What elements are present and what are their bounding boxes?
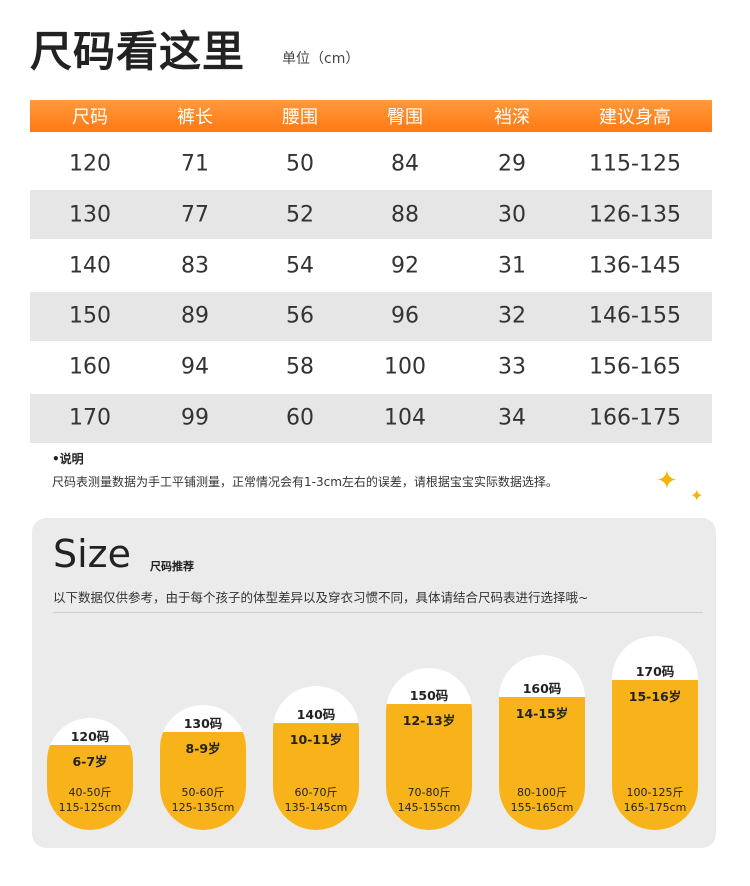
weight-label: 40-50斤: [68, 786, 112, 799]
table-cell: 96: [391, 303, 419, 329]
column-header: 裆深: [494, 107, 530, 128]
recommend-description: 以下数据仅供参考，由于每个孩子的体型差异以及穿衣习惯不同，具体请结合尺码表进行选…: [53, 590, 589, 605]
table-cell: 34: [498, 405, 526, 431]
divider: [53, 612, 703, 613]
table-cell: 99: [181, 405, 209, 431]
table-cell: 56: [286, 303, 314, 329]
age-label: 6-7岁: [72, 754, 108, 769]
column-header: 裤长: [177, 107, 213, 128]
table-cell: 150: [69, 303, 111, 329]
height-label: 135-145cm: [284, 801, 348, 814]
table-cell: 160: [69, 354, 111, 380]
note-title: •说明: [52, 452, 84, 466]
height-label: 125-135cm: [171, 801, 235, 814]
row-band: [30, 393, 712, 443]
table-cell: 52: [286, 202, 314, 228]
table-cell: 104: [384, 405, 426, 431]
table-cell: 94: [181, 354, 209, 380]
capsule-fill: [386, 704, 472, 830]
table-cell: 120: [69, 151, 111, 177]
table-cell: 60: [286, 405, 314, 431]
table-cell: 54: [286, 253, 314, 279]
table-cell: 89: [181, 303, 209, 329]
table-cell: 84: [391, 151, 419, 177]
capsule-fill: [612, 680, 698, 830]
age-label: 12-13岁: [402, 713, 456, 728]
recommend-title: Size: [53, 532, 132, 576]
capsule-fill: [273, 723, 359, 830]
height-label: 115-125cm: [58, 801, 122, 814]
age-label: 14-15岁: [515, 706, 569, 721]
column-header: 腰围: [282, 107, 318, 128]
table-cell: 115-125: [589, 151, 681, 177]
table-cell: 170: [69, 405, 111, 431]
table-cell: 83: [181, 253, 209, 279]
column-header: 臀围: [387, 107, 423, 128]
size-label: 140码: [296, 707, 336, 722]
table-cell: 77: [181, 202, 209, 228]
table-cell: 58: [286, 354, 314, 380]
star: ✦: [690, 486, 704, 505]
table-cell: 126-135: [589, 202, 681, 228]
weight-label: 70-80斤: [407, 786, 451, 799]
age-label: 10-11岁: [289, 732, 343, 747]
weight-label: 100-125斤: [626, 786, 684, 799]
table-cell: 32: [498, 303, 526, 329]
recommend-panel: [32, 518, 716, 848]
table-cell: 166-175: [589, 405, 681, 431]
table-cell: 130: [69, 202, 111, 228]
row-band: [30, 190, 712, 240]
capsule-fill: [160, 732, 246, 830]
size-capsule: 140码 10-11岁 60-70斤 135-145cm: [273, 686, 359, 830]
size-label: 150码: [409, 688, 449, 703]
size-label: 130码: [183, 716, 223, 731]
size-label: 120码: [70, 729, 110, 744]
weight-label: 80-100斤: [517, 786, 567, 799]
table-cell: 92: [391, 253, 419, 279]
column-header: 尺码: [72, 107, 108, 128]
weight-label: 60-70斤: [294, 786, 338, 799]
table-cell: 146-155: [589, 303, 681, 329]
table-cell: 136-145: [589, 253, 681, 279]
note-text: 尺码表测量数据为手工平铺测量，正常情况会有1-3cm左右的误差，请根据宝宝实际数…: [52, 475, 558, 489]
column-header: 建议身高: [599, 107, 671, 128]
table-cell: 50: [286, 151, 314, 177]
recommend-subtitle: 尺码推荐: [150, 560, 194, 573]
table-cell: 30: [498, 202, 526, 228]
table-cell: 140: [69, 253, 111, 279]
table-cell: 31: [498, 253, 526, 279]
capsule-fill: [499, 697, 585, 830]
table-header: [30, 100, 712, 132]
size-label: 170码: [635, 664, 675, 679]
size-capsule: 130码 8-9岁 50-60斤 125-135cm: [160, 705, 246, 830]
table-cell: 29: [498, 151, 526, 177]
weight-label: 50-60斤: [181, 786, 225, 799]
star: ✦: [656, 466, 678, 496]
height-label: 155-165cm: [510, 801, 574, 814]
row-band: [30, 291, 712, 341]
table-cell: 88: [391, 202, 419, 228]
size-capsule: 170码 15-16岁 100-125斤 165-175cm: [612, 636, 698, 830]
title: 尺码看这里: [30, 27, 246, 76]
age-label: 15-16岁: [628, 689, 682, 704]
size-label: 160码: [522, 681, 562, 696]
unit: 单位（cm）: [282, 51, 360, 67]
height-label: 145-155cm: [397, 801, 461, 814]
age-label: 8-9岁: [185, 741, 221, 756]
size-capsule: 150码 12-13岁 70-80斤 145-155cm: [386, 668, 472, 830]
size-capsule: 120码 6-7岁 40-50斤 115-125cm: [47, 718, 133, 830]
table-cell: 71: [181, 151, 209, 177]
table-cell: 33: [498, 354, 526, 380]
table-cell: 100: [384, 354, 426, 380]
height-label: 165-175cm: [623, 801, 687, 814]
size-capsule: 160码 14-15岁 80-100斤 155-165cm: [499, 655, 585, 830]
table-cell: 156-165: [589, 354, 681, 380]
capsule-fill: [47, 745, 133, 830]
